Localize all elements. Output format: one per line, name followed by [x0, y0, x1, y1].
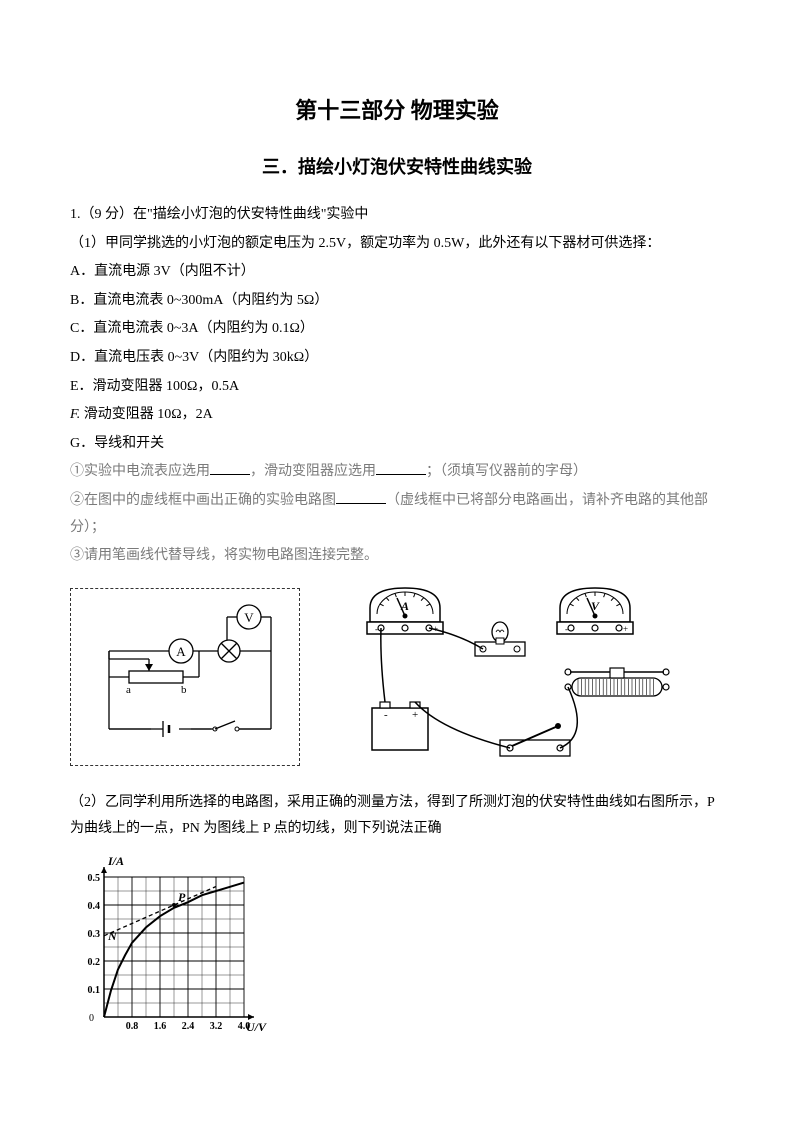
- svg-text:P: P: [178, 890, 186, 904]
- equipment-svg: A-+V-+-+: [320, 580, 690, 780]
- svg-text:0.3: 0.3: [88, 929, 101, 940]
- svg-text:I/A: I/A: [107, 854, 124, 868]
- svg-text:+: +: [623, 624, 628, 634]
- sub-question-1: ①实验中电流表应选用 ，滑动变阻器应选用 ；（须填写仪器前的字母）: [70, 459, 724, 486]
- option-b: B．直流电流表 0~300mA（内阻约为 5Ω）: [70, 288, 724, 315]
- svg-text:b: b: [181, 684, 187, 696]
- q1-part1: （1）甲同学挑选的小灯泡的额定电压为 2.5V，额定功率为 0.5W，此外还有以…: [70, 231, 724, 258]
- svg-text:A: A: [400, 599, 409, 613]
- svg-text:a: a: [126, 684, 131, 696]
- svg-text:4.0: 4.0: [238, 1021, 251, 1032]
- svg-text:3.2: 3.2: [210, 1021, 223, 1032]
- q1-intro: 1.（9 分）在"描绘小灯泡的伏安特性曲线"实验中: [70, 202, 724, 229]
- circuit-diagram-box: V Aa b: [70, 588, 300, 766]
- sub1-text-c: ；（须填写仪器前的字母）: [426, 464, 587, 479]
- sub2-text-a: ②在图中的虚线框中画出正确的实验电路图: [70, 493, 336, 508]
- option-g: G．导线和开关: [70, 431, 724, 458]
- svg-text:0.2: 0.2: [88, 957, 101, 968]
- chart-svg: I/AU/V00.10.20.30.40.50.81.62.43.24.0PN: [70, 849, 270, 1039]
- svg-text:A: A: [176, 644, 186, 659]
- svg-text:0.8: 0.8: [126, 1021, 139, 1032]
- svg-text:V: V: [244, 610, 254, 625]
- blank-rheostat[interactable]: [376, 461, 426, 475]
- sub1-text-b: ，滑动变阻器应选用: [250, 464, 376, 479]
- svg-text:-: -: [384, 709, 388, 721]
- svg-text:-: -: [375, 624, 378, 634]
- svg-text:0: 0: [89, 1013, 94, 1024]
- svg-text:V: V: [591, 599, 600, 613]
- equipment-diagram: A-+V-+-+: [320, 580, 690, 780]
- iv-chart: I/AU/V00.10.20.30.40.50.81.62.43.24.0PN: [70, 849, 270, 1039]
- sub-question-2: ②在图中的虚线框中画出正确的实验电路图（虚线框中已将部分电路画出，请补齐电路的其…: [70, 488, 724, 541]
- blank-ammeter[interactable]: [210, 461, 250, 475]
- q1-part2: （2）乙同学利用所选择的电路图，采用正确的测量方法，得到了所测灯泡的伏安特性曲线…: [70, 790, 724, 843]
- option-d: D．直流电压表 0~3V（内阻约为 30kΩ）: [70, 345, 724, 372]
- svg-text:N: N: [107, 929, 118, 943]
- option-c: C．直流电流表 0~3A（内阻约为 0.1Ω）: [70, 316, 724, 343]
- circuit-svg: V Aa b: [71, 589, 301, 767]
- svg-text:0.4: 0.4: [88, 901, 101, 912]
- figures-row: VAab A-+V-+-+: [70, 580, 724, 780]
- svg-text:1.6: 1.6: [154, 1021, 167, 1032]
- option-f-prefix: F.: [70, 407, 80, 422]
- svg-text:2.4: 2.4: [182, 1021, 195, 1032]
- svg-text:+: +: [412, 709, 418, 721]
- svg-text:0.5: 0.5: [88, 873, 101, 884]
- blank-circuit[interactable]: [336, 490, 386, 504]
- svg-text:0.1: 0.1: [88, 985, 101, 996]
- sub-question-3: ③请用笔画线代替导线，将实物电路图连接完整。: [70, 543, 724, 570]
- option-f: F. 滑动变阻器 10Ω，2A: [70, 402, 724, 429]
- sub-title: 三．描绘小灯泡伏安特性曲线实验: [70, 150, 724, 184]
- main-title: 第十三部分 物理实验: [70, 90, 724, 132]
- svg-text:-: -: [565, 624, 568, 634]
- sub1-text-a: ①实验中电流表应选用: [70, 464, 210, 479]
- option-a: A．直流电源 3V（内阻不计）: [70, 259, 724, 286]
- option-e: E．滑动变阻器 100Ω，0.5A: [70, 374, 724, 401]
- option-f-text: 滑动变阻器 10Ω，2A: [80, 407, 213, 422]
